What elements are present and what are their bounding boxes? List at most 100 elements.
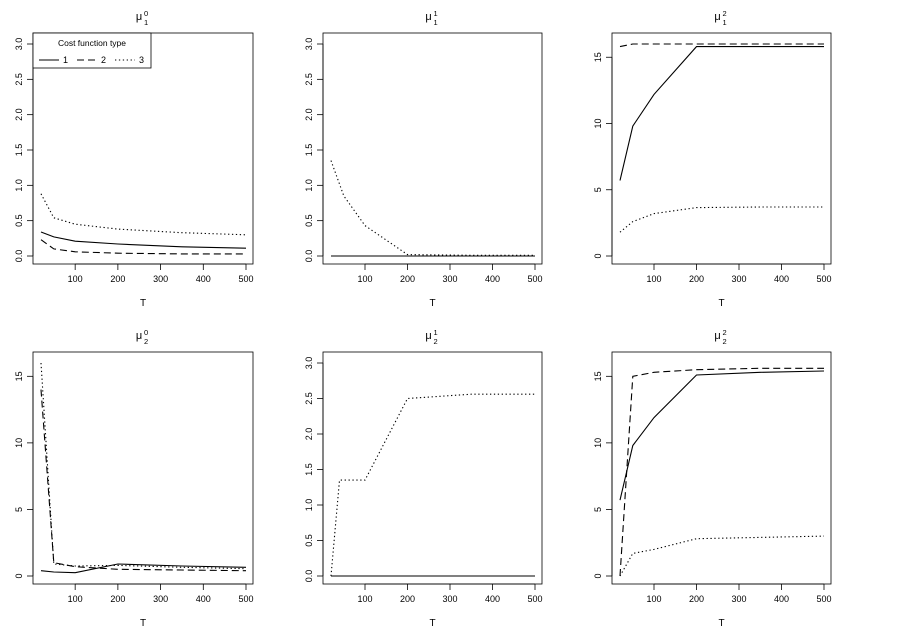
x-tick-label: 400 xyxy=(485,594,500,604)
series-line-1 xyxy=(619,46,824,181)
panel-title-superscript: 0 xyxy=(144,9,148,18)
y-tick-label: 0.5 xyxy=(304,214,314,227)
series-line-3 xyxy=(619,535,825,577)
y-tick-label: 0.0 xyxy=(304,570,314,583)
y-tick-label: 5 xyxy=(593,187,603,192)
y-tick-label: 0.0 xyxy=(14,250,24,263)
series-line-1 xyxy=(619,370,825,501)
panel-title: μ xyxy=(714,11,720,23)
x-tick-label: 300 xyxy=(153,594,168,604)
series-line-2 xyxy=(619,367,824,577)
y-tick-label: 2.5 xyxy=(14,73,24,86)
x-tick-label: 400 xyxy=(196,594,211,604)
y-tick-label: 3.0 xyxy=(304,38,314,51)
series-line-3 xyxy=(330,393,535,577)
x-tick-label: 300 xyxy=(153,274,168,284)
x-tick-label: 100 xyxy=(68,274,83,284)
x-tick-label: 500 xyxy=(816,594,831,604)
panel-3: μ 21 100 200 300 400 500 T 0 5 10 15 xyxy=(593,9,832,309)
y-tick-label: 0 xyxy=(14,573,24,578)
plot-frame xyxy=(322,32,543,265)
panel-title: μ xyxy=(714,330,720,342)
y-tick-label: 5 xyxy=(593,507,603,512)
y-tick-label: 0.5 xyxy=(14,214,24,227)
panel-title: μ xyxy=(425,330,431,342)
y-tick-label: 2.0 xyxy=(304,108,314,121)
panel-title-superscript: 1 xyxy=(434,328,438,337)
legend-label-1: 1 xyxy=(63,55,68,65)
panel-title: μ xyxy=(136,330,142,342)
plot-frame xyxy=(32,351,254,585)
x-tick-label: 300 xyxy=(442,594,457,604)
y-tick-label: 1.0 xyxy=(14,179,24,192)
y-tick-label: 0.5 xyxy=(304,534,314,547)
x-tick-label: 400 xyxy=(485,274,500,284)
y-tick-label: 15 xyxy=(14,371,24,381)
x-axis-label: T xyxy=(429,298,435,309)
x-tick-label: 200 xyxy=(689,274,704,284)
legend-box xyxy=(32,32,152,69)
y-tick-label: 10 xyxy=(593,118,603,128)
y-tick-label: 10 xyxy=(14,438,24,448)
y-tick-label: 10 xyxy=(593,438,603,448)
x-axis-label: T xyxy=(429,618,435,629)
y-tick-label: 5 xyxy=(14,507,24,512)
panel-title-superscript: 0 xyxy=(144,328,148,337)
y-tick-label: 3.0 xyxy=(14,38,24,51)
x-tick-label: 200 xyxy=(400,274,415,284)
y-tick-label: 0 xyxy=(593,253,603,258)
series-line-3 xyxy=(619,206,824,233)
x-tick-label: 300 xyxy=(731,274,746,284)
x-axis-label: T xyxy=(718,298,724,309)
series-line-1 xyxy=(40,231,247,249)
x-tick-label: 100 xyxy=(68,594,83,604)
y-tick-label: 1.5 xyxy=(14,144,24,157)
x-tick-label: 300 xyxy=(731,594,746,604)
x-tick-label: 500 xyxy=(527,274,542,284)
panel-title-subscript: 2 xyxy=(723,337,727,346)
y-tick-label: 3.0 xyxy=(304,357,314,370)
y-tick-label: 2.5 xyxy=(304,392,314,405)
series-line-3 xyxy=(40,193,247,236)
x-tick-label: 100 xyxy=(357,274,372,284)
panel-title-subscript: 1 xyxy=(434,18,438,27)
panel-6: μ 22 100 200 300 400 500 T 0 5 10 15 xyxy=(593,328,832,629)
x-tick-label: 100 xyxy=(646,594,661,604)
plot-frame xyxy=(611,351,832,585)
y-tick-label: 2.0 xyxy=(14,108,24,121)
x-tick-label: 500 xyxy=(238,274,253,284)
x-axis-label: T xyxy=(718,618,724,629)
x-tick-label: 500 xyxy=(238,594,253,604)
legend-title: Cost function type xyxy=(58,38,126,48)
series-line-3 xyxy=(40,362,247,570)
x-tick-label: 400 xyxy=(774,274,789,284)
x-tick-label: 500 xyxy=(816,274,831,284)
y-tick-label: 2.5 xyxy=(304,73,314,86)
plot-frame xyxy=(611,32,832,265)
x-axis-label: T xyxy=(140,298,146,309)
y-tick-label: 1.5 xyxy=(304,144,314,157)
x-axis-label: T xyxy=(140,618,146,629)
legend-label-2: 2 xyxy=(101,55,106,65)
x-tick-label: 200 xyxy=(400,594,415,604)
panel-title-subscript: 1 xyxy=(144,18,148,27)
y-tick-label: 1.0 xyxy=(304,499,314,512)
panel-title-superscript: 1 xyxy=(434,9,438,18)
legend-label-3: 3 xyxy=(139,55,144,65)
series-line-2 xyxy=(619,43,824,48)
panel-title-subscript: 1 xyxy=(723,18,727,27)
series-line-1 xyxy=(40,563,247,574)
x-tick-label: 300 xyxy=(442,274,457,284)
x-tick-label: 500 xyxy=(527,594,542,604)
x-tick-label: 100 xyxy=(646,274,661,284)
panel-title-superscript: 2 xyxy=(723,328,727,337)
y-tick-label: 1.5 xyxy=(304,463,314,476)
y-tick-label: 0 xyxy=(593,573,603,578)
x-tick-label: 200 xyxy=(689,594,704,604)
x-tick-label: 400 xyxy=(774,594,789,604)
series-line-3 xyxy=(330,160,535,256)
legend: Cost function type 1 2 3 xyxy=(32,32,152,69)
